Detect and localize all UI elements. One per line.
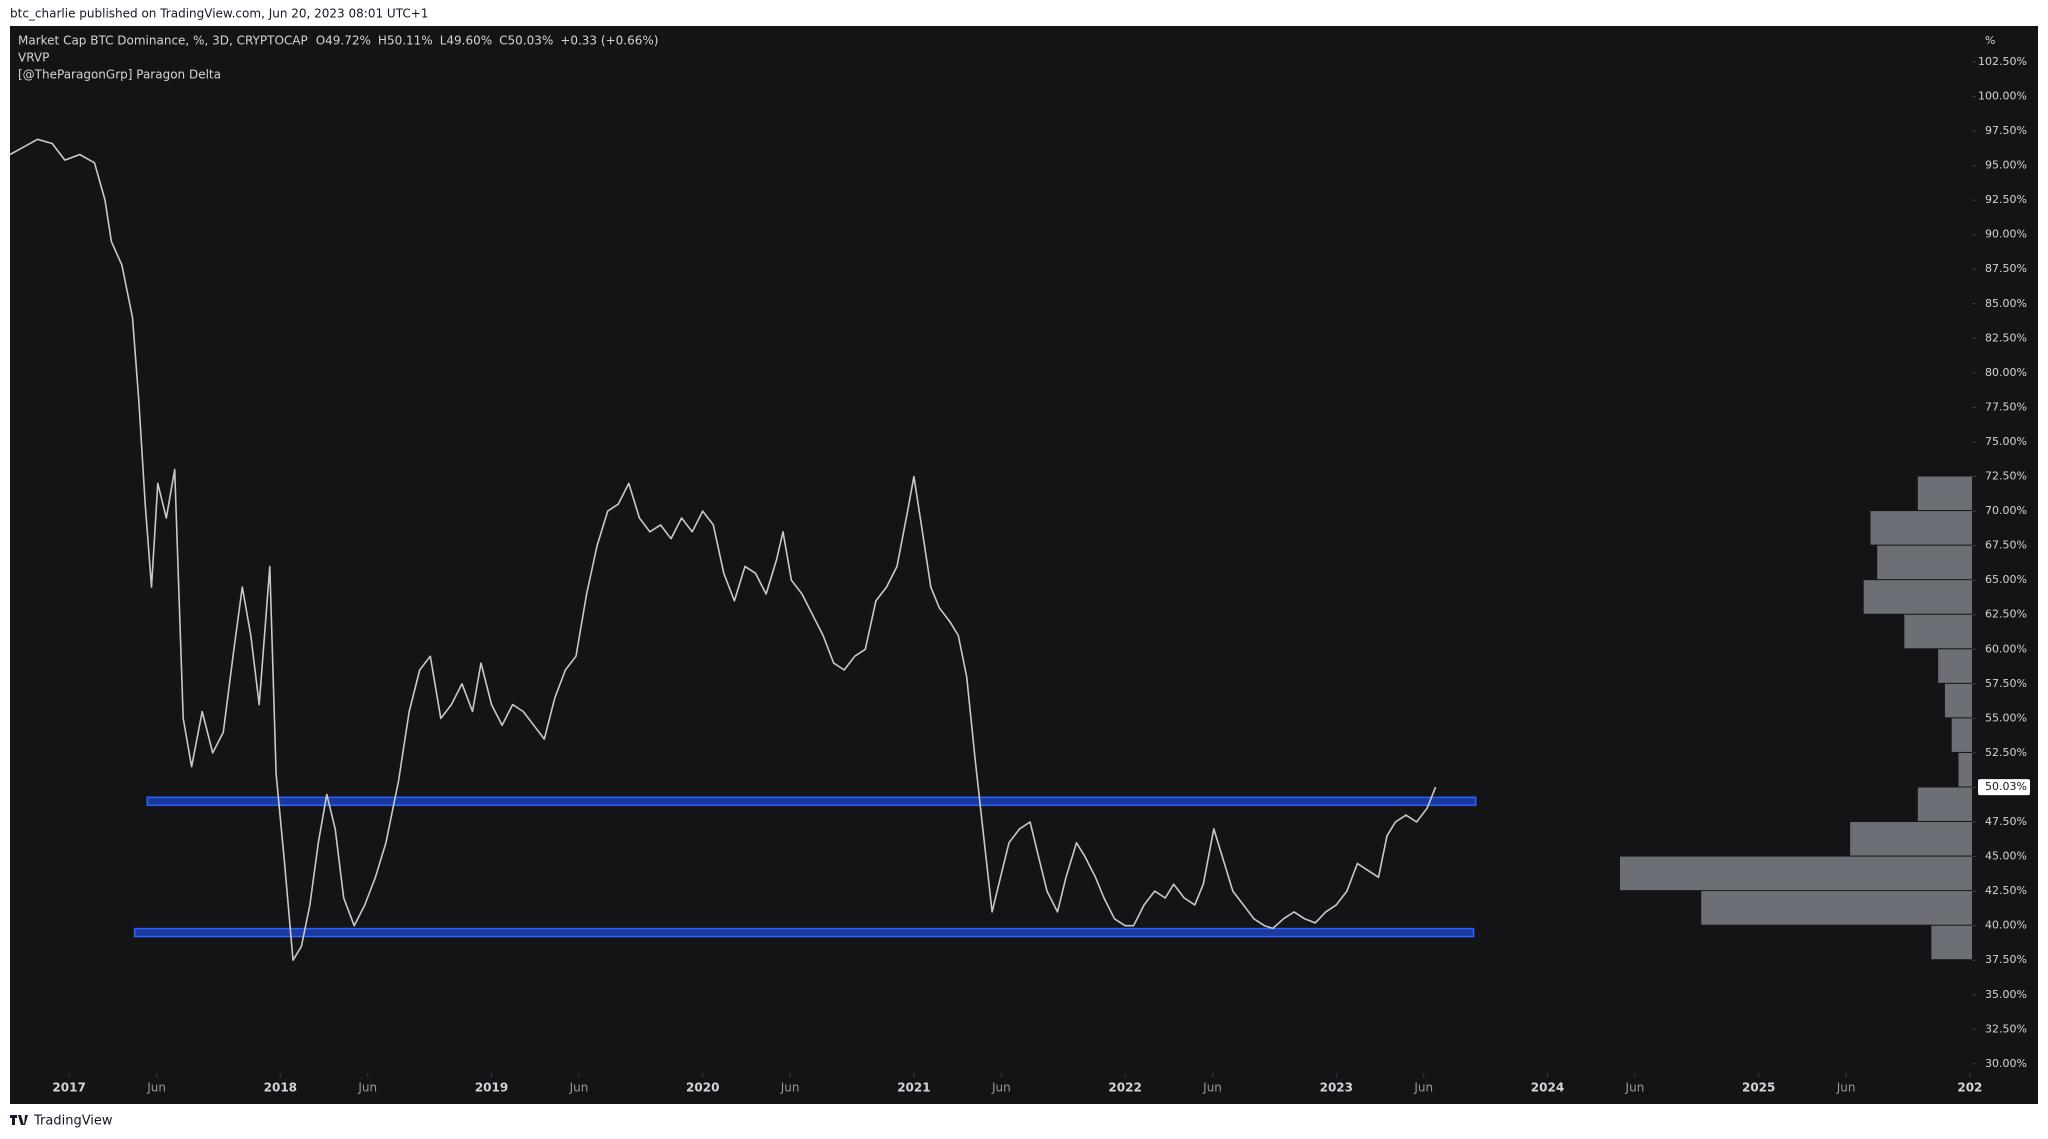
y-tick-label: 42.50% (1985, 884, 2027, 897)
y-tick-label: 45.00% (1985, 850, 2027, 863)
chart-layer: Market Cap BTC Dominance, %, 3D, CRYPTOC… (9, 34, 2030, 1095)
chart-title: Market Cap BTC Dominance, %, 3D, CRYPTOC… (18, 34, 308, 48)
ohlc-value: L49.60% (440, 34, 492, 48)
x-tick-label: Jun (1202, 1081, 1222, 1095)
ohlc-value: O49.72% (316, 34, 371, 48)
y-tick-label: 70.00% (1985, 504, 2027, 517)
y-tick-label: 102.50% (1978, 55, 2027, 68)
y-tick-label: 35.00% (1985, 988, 2027, 1001)
y-tick-label: 100.00% (1978, 89, 2027, 102)
volume-profile-bar (1958, 752, 1972, 787)
y-tick-label: 37.50% (1985, 953, 2027, 966)
x-tick-label: 2018 (264, 1081, 297, 1095)
indicator-label: [@TheParagonGrp] Paragon Delta (18, 68, 221, 82)
volume-profile-bar (1931, 925, 1972, 960)
footer-brand: TradingView (33, 1114, 113, 1129)
volume-profile-bar (1877, 545, 1972, 580)
volume-profile-bar (1620, 856, 1972, 891)
indicator-label: VRVP (18, 51, 49, 65)
y-tick-label: 97.50% (1985, 124, 2027, 137)
x-tick-label: 2017 (52, 1081, 85, 1095)
y-tick-label: 87.50% (1985, 262, 2027, 275)
y-tick-label: 67.50% (1985, 539, 2027, 552)
volume-profile-bar (1904, 614, 1972, 649)
last-price-label: 50.03% (1985, 780, 2027, 793)
volume-profile-bar (1701, 891, 1972, 925)
y-unit-label: % (1985, 34, 1995, 47)
x-tick-label: 2025 (1742, 1081, 1775, 1095)
volume-profile-bar (1951, 718, 1972, 752)
y-tick-label: 80.00% (1985, 366, 2027, 379)
y-tick-label: 57.50% (1985, 677, 2027, 690)
x-tick-label: Jun (1836, 1081, 1856, 1095)
x-tick-label: 2019 (475, 1081, 508, 1095)
y-tick-label: 85.00% (1985, 297, 2027, 310)
volume-profile-bar (1917, 476, 1972, 511)
x-tick-label: 2022 (1108, 1081, 1141, 1095)
volume-profile-bar (1850, 822, 1972, 856)
x-tick-label: Jun (146, 1081, 166, 1095)
y-tick-label: 95.00% (1985, 159, 2027, 172)
ohlc-value: H50.11% (378, 34, 433, 48)
volume-profile-bar (1944, 683, 1972, 718)
y-tick-label: 72.50% (1985, 470, 2027, 483)
volume-profile-bar (1938, 649, 1972, 683)
x-tick-label: 2021 (897, 1081, 930, 1095)
y-tick-label: 40.00% (1985, 919, 2027, 932)
x-tick-label: 2024 (1531, 1081, 1564, 1095)
y-tick-label: 75.00% (1985, 435, 2027, 448)
support-resistance-band (133, 927, 1475, 938)
x-tick-label: Jun (991, 1081, 1011, 1095)
chart-panel (10, 26, 2038, 1104)
support-resistance-band (146, 796, 1477, 807)
y-tick-label: 65.00% (1985, 573, 2027, 586)
y-tick-label: 32.50% (1985, 1022, 2027, 1035)
volume-profile-bar (1870, 511, 1972, 545)
x-tick-label: 2023 (1320, 1081, 1353, 1095)
y-tick-label: 52.50% (1985, 746, 2027, 759)
x-tick-label: 202 (1957, 1081, 1982, 1095)
volume-profile-bar (1917, 787, 1972, 822)
x-tick-label: Jun (569, 1081, 589, 1095)
y-tick-label: 90.00% (1985, 228, 2027, 241)
y-tick-label: 55.00% (1985, 711, 2027, 724)
y-tick-label: 77.50% (1985, 400, 2027, 413)
last-price-tag (1978, 779, 2030, 796)
publisher-line: btc_charlie published on TradingView.com… (10, 7, 428, 21)
x-tick-label: Jun (357, 1081, 377, 1095)
y-tick-label: 30.00% (1985, 1057, 2027, 1070)
y-tick-label: 60.00% (1985, 642, 2027, 655)
x-tick-label: Jun (1625, 1081, 1645, 1095)
ohlc-value: C50.03% (499, 34, 553, 48)
y-tick-label: 47.50% (1985, 815, 2027, 828)
x-tick-label: Jun (1413, 1081, 1433, 1095)
y-tick-label: 82.50% (1985, 331, 2027, 344)
price-line (9, 138, 1437, 961)
volume-profile-bar (1863, 580, 1972, 614)
y-tick-label: 92.50% (1985, 193, 2027, 206)
tradingview-logo (10, 1115, 28, 1125)
ohlc-value: +0.33 (+0.66%) (560, 34, 658, 48)
x-tick-label: 2020 (686, 1081, 719, 1095)
x-tick-label: Jun (780, 1081, 800, 1095)
y-tick-label: 62.50% (1985, 608, 2027, 621)
